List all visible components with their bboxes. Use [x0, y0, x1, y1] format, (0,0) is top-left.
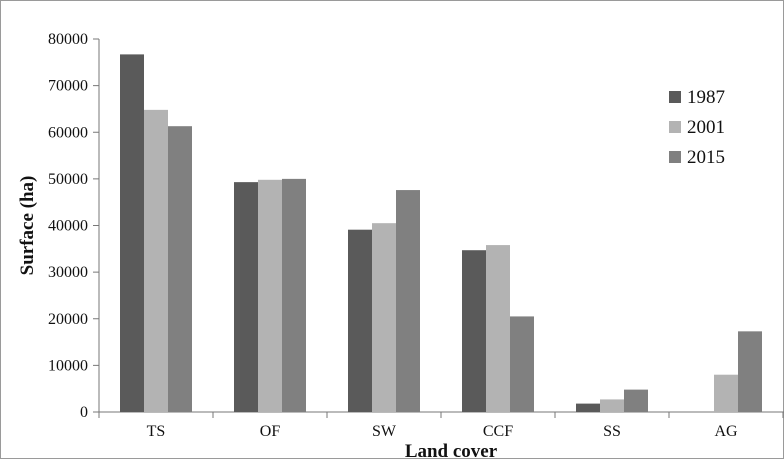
y-tick-label: 70000	[48, 78, 88, 95]
bar-2001-SS	[600, 399, 624, 412]
bar-2015-SW	[396, 190, 420, 412]
y-tick-label: 10000	[48, 357, 88, 374]
x-axis: TS OF SW CCF SS AG	[98, 411, 784, 440]
y-tick-label: 40000	[48, 218, 88, 235]
legend-swatch-2015	[669, 151, 681, 163]
x-tick-label: SW	[372, 423, 397, 440]
bar-2001-SW	[372, 223, 396, 412]
y-tick-label: 20000	[48, 311, 88, 328]
bar-2001-CCF	[486, 245, 510, 412]
x-tick-label: OF	[260, 423, 281, 440]
bar-1987-SS	[576, 403, 600, 412]
legend-swatch-2001	[669, 121, 681, 133]
y-tick-label: 0	[80, 404, 88, 421]
x-tick-label: AG	[714, 423, 738, 440]
bar-2015-AG	[738, 331, 762, 412]
bar-2015-CCF	[510, 316, 534, 412]
legend-label-2001: 2001	[687, 117, 725, 138]
x-axis-title: Land cover	[405, 441, 498, 460]
bar-1987-OF	[234, 182, 258, 412]
bar-2015-SS	[624, 389, 648, 412]
bar-1987-TS	[120, 54, 144, 412]
bar-2001-OF	[258, 179, 282, 412]
y-tick-label: 80000	[48, 31, 88, 48]
bars	[120, 54, 762, 413]
bar-2001-AG	[714, 374, 738, 412]
y-tick-label: 60000	[48, 124, 88, 141]
legend-label-2015: 2015	[687, 147, 725, 168]
legend-swatch-1987	[669, 91, 681, 103]
x-tick-label: TS	[147, 423, 166, 440]
legend: 1987 2001 2015	[669, 87, 725, 168]
bar-2015-OF	[282, 178, 306, 412]
y-tick-label: 50000	[48, 171, 88, 188]
legend-label-1987: 1987	[687, 87, 725, 108]
bar-1987-SW	[348, 229, 372, 412]
y-axis-title: Surface (ha)	[17, 176, 38, 276]
bar-2015-TS	[168, 126, 192, 412]
bar-1987-CCF	[462, 250, 486, 412]
x-tick-label: SS	[603, 423, 621, 440]
bar-2001-TS	[144, 109, 168, 413]
y-axis: 0 10000 20000 30000 40000 50000 60000 70000 8000…	[48, 31, 100, 421]
y-tick-label: 30000	[48, 264, 88, 281]
x-tick-label: CCF	[483, 423, 513, 440]
